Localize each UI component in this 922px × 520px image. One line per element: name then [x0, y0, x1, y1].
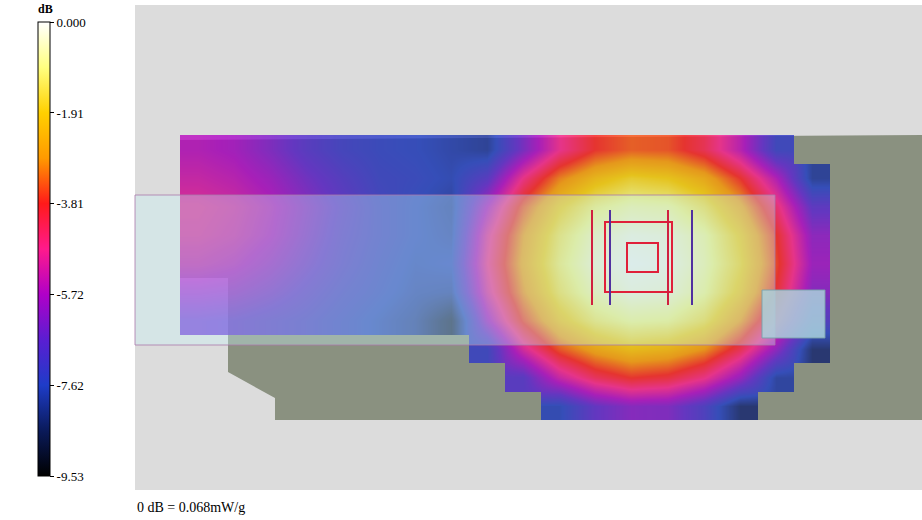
svg-text:-7.62: -7.62 [57, 378, 84, 393]
svg-text:0 dB = 0.068mW/g: 0 dB = 0.068mW/g [137, 500, 245, 515]
svg-text:-1.91: -1.91 [57, 106, 84, 121]
svg-text:-3.81: -3.81 [57, 196, 84, 211]
svg-text:-5.72: -5.72 [57, 287, 84, 302]
svg-text:-9.53: -9.53 [57, 469, 84, 484]
svg-text:dB: dB [38, 2, 53, 16]
svg-text:0.000: 0.000 [57, 15, 86, 30]
